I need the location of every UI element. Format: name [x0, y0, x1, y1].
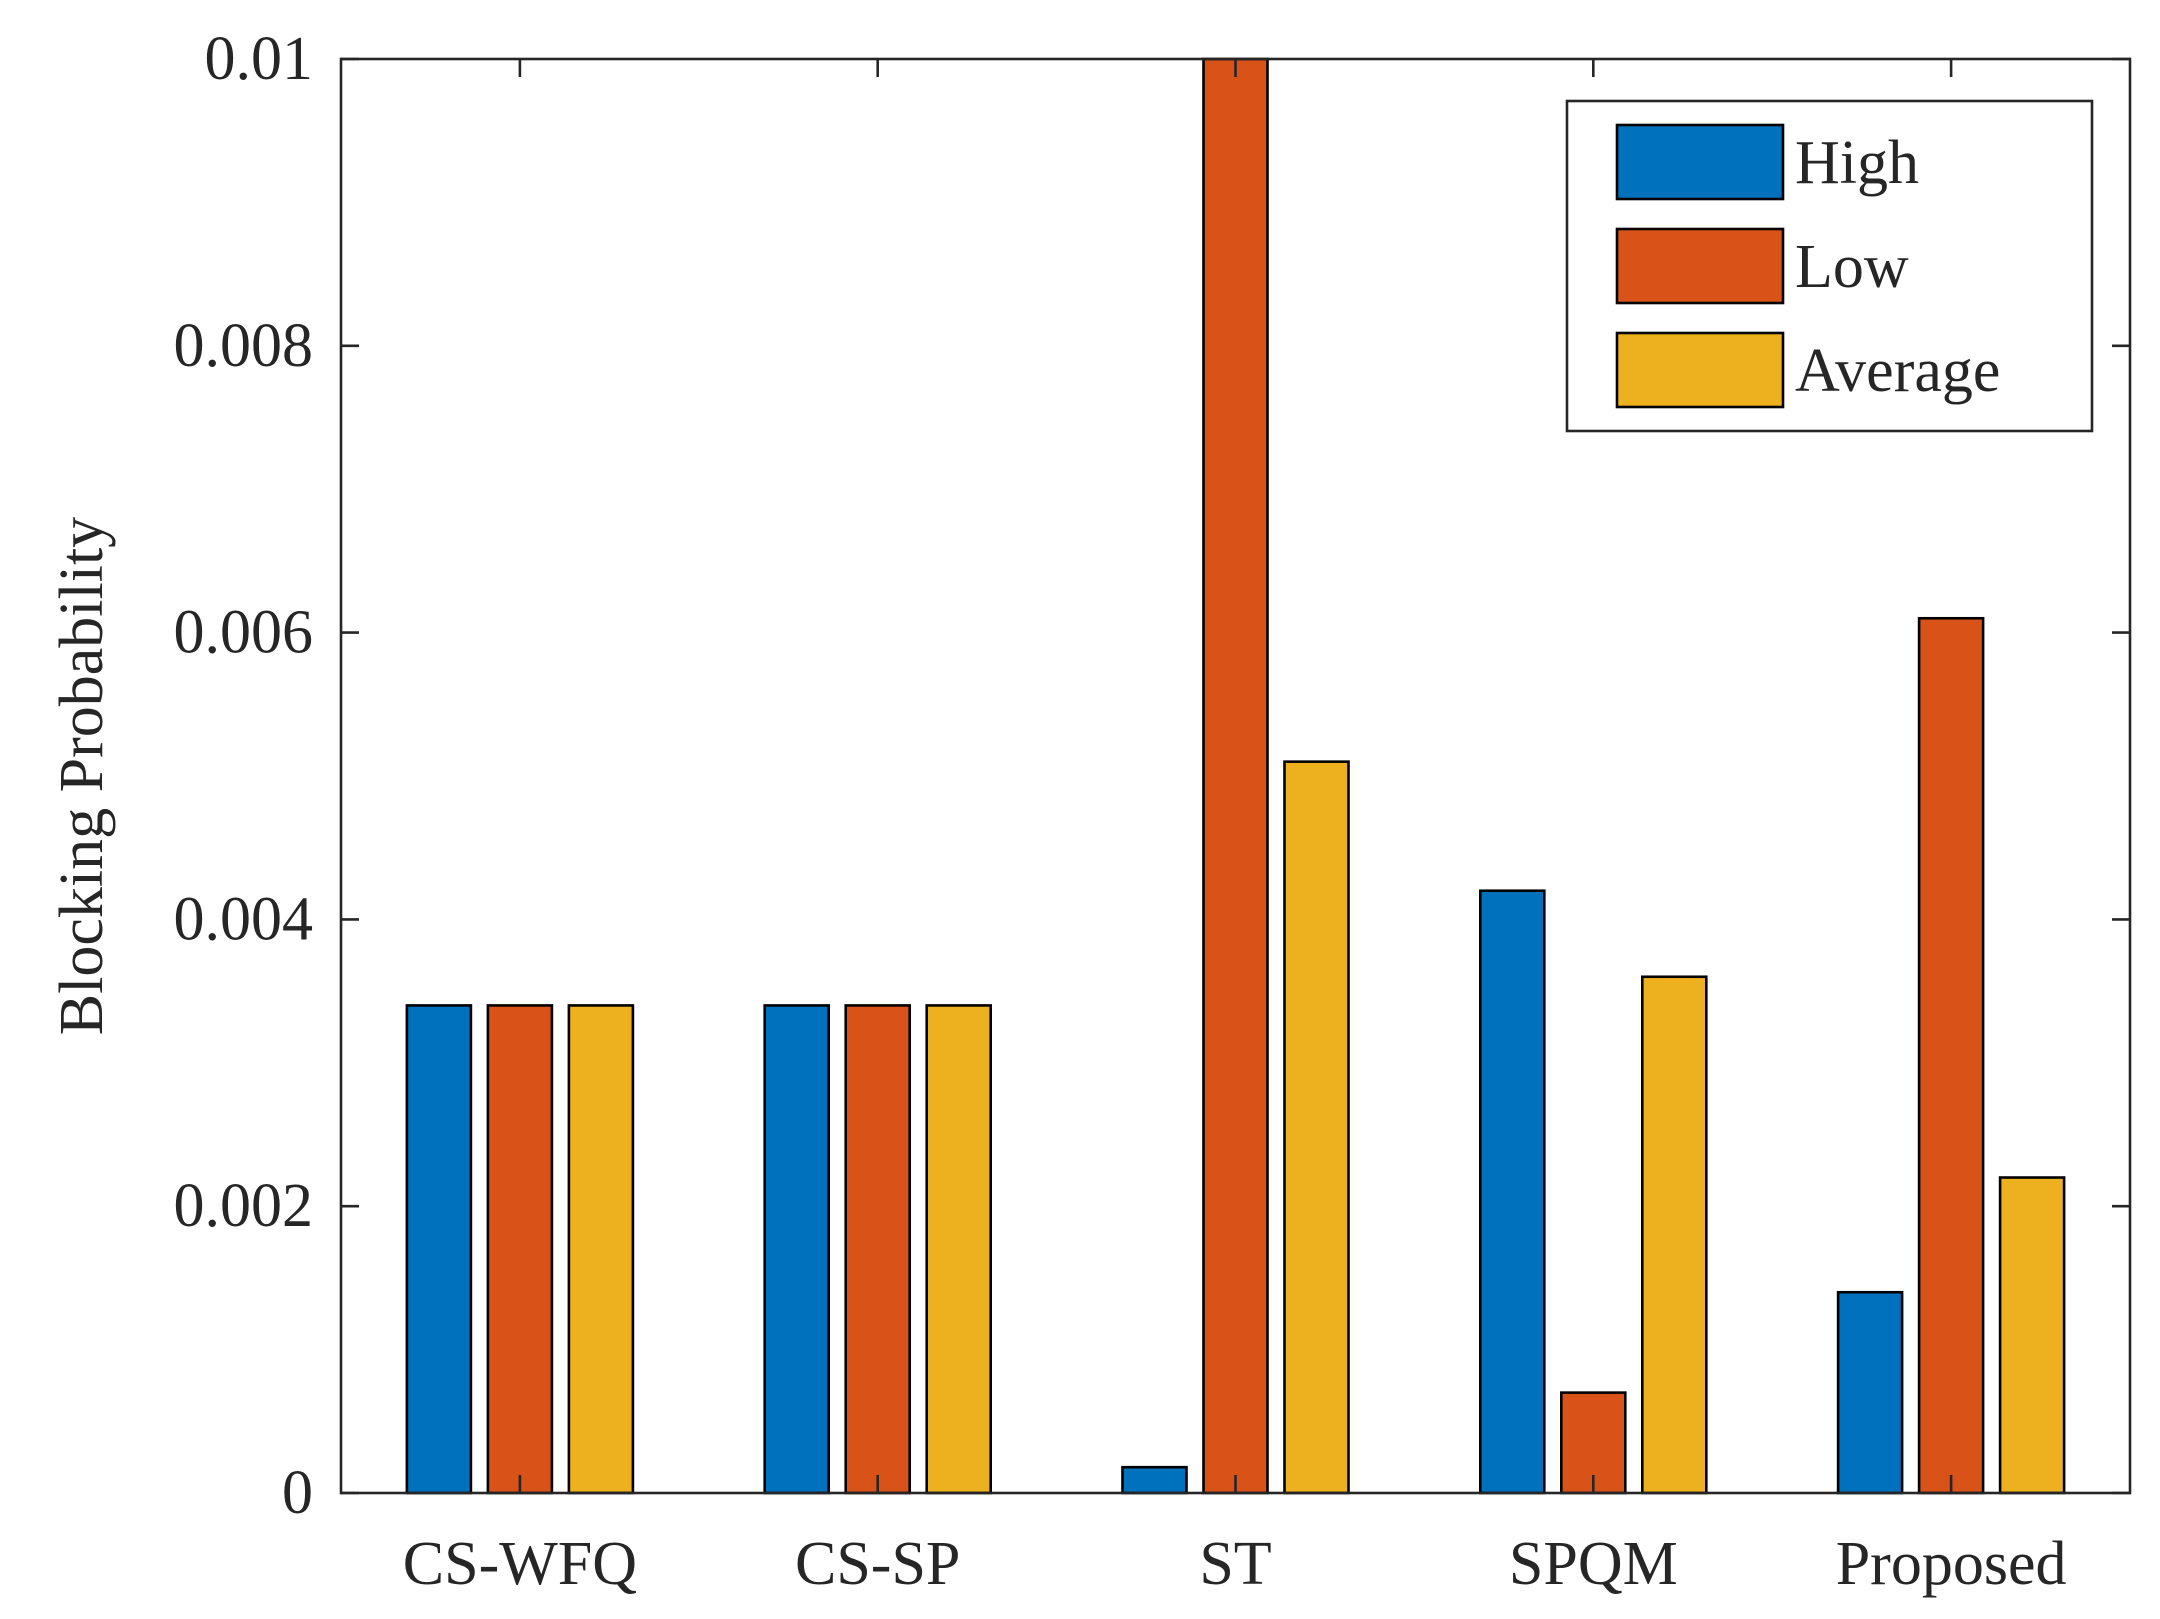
legend-label-high: High [1795, 129, 1919, 197]
y-tick-label: 0.006 [174, 599, 314, 667]
bar-average-cs-sp [925, 1004, 993, 1495]
legend-label-average: Average [1795, 337, 2000, 405]
x-tick-label-proposed: Proposed [1836, 1530, 2067, 1598]
y-tick-label: 0 [282, 1459, 313, 1527]
bar-average-cs-wfq [567, 1004, 635, 1495]
bar-high-cs-sp [763, 1004, 831, 1495]
y-tick-labels: 0 0.002 0.004 0.006 0.008 0.01 [174, 25, 314, 1527]
x-tick-label-spqm: SPQM [1509, 1530, 1678, 1598]
bar-high-spqm [1479, 889, 1546, 1495]
bar-low-st [1202, 57, 1269, 1495]
bar-average-proposed [1998, 1176, 2066, 1495]
bars-group [405, 57, 2066, 1495]
y-tick-label: 0.004 [174, 885, 314, 953]
bar-low-cs-wfq [486, 1004, 554, 1495]
legend-swatch-average [1615, 331, 1785, 409]
legend: High Low Average [1565, 99, 2094, 433]
bar-high-proposed [1836, 1290, 1904, 1495]
legend-swatch-high [1615, 123, 1785, 201]
x-tick-label-cs-sp: CS-SP [795, 1530, 960, 1598]
x-tick-label-cs-wfq: CS-WFQ [403, 1530, 637, 1598]
legend-swatch-low [1615, 227, 1785, 305]
y-tick-label: 0.002 [174, 1172, 314, 1240]
y-axis-label: Blocking Probability [48, 517, 116, 1035]
bar-average-spqm [1641, 975, 1708, 1495]
y-tick-label: 0.01 [205, 25, 314, 93]
bar-high-st [1121, 1465, 1188, 1495]
bar-low-proposed [1917, 616, 1985, 1495]
x-tick-labels: CS-WFQ CS-SP ST SPQM Proposed [403, 1530, 2067, 1598]
x-tick-label-st: ST [1199, 1530, 1271, 1598]
bar-low-cs-sp [844, 1004, 912, 1495]
y-tick-label: 0.008 [174, 312, 314, 380]
ticks-group [341, 57, 2130, 1495]
bar-average-st [1283, 760, 1350, 1495]
bar-high-cs-wfq [405, 1004, 473, 1495]
legend-label-low: Low [1795, 233, 1909, 301]
